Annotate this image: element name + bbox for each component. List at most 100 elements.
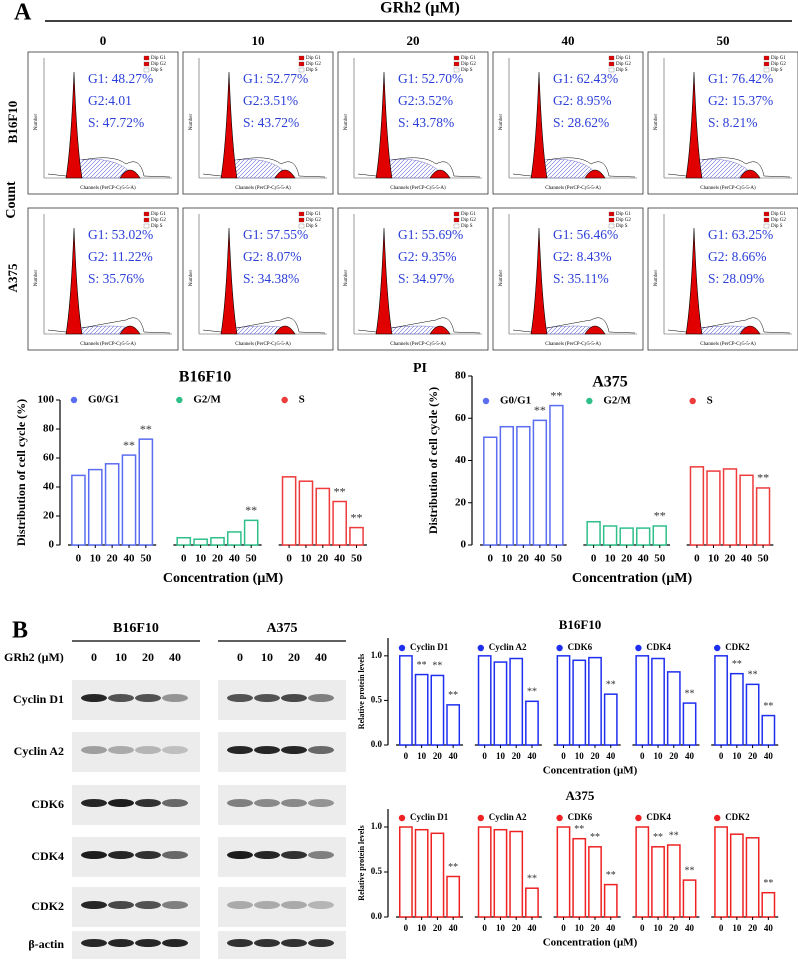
bar bbox=[71, 474, 86, 546]
x-tick-label: 40 bbox=[527, 751, 537, 761]
blot-band bbox=[135, 746, 161, 754]
legend-swatch bbox=[608, 55, 615, 61]
legend-swatch bbox=[763, 223, 770, 229]
blot-band bbox=[135, 901, 161, 909]
x-tick-label: 40 bbox=[764, 751, 774, 761]
legend-label: Cyclin A2 bbox=[489, 642, 527, 652]
histogram-legend: Dip S bbox=[151, 224, 163, 229]
phase-percent: G1: 55.69% bbox=[398, 227, 463, 242]
bar bbox=[414, 673, 429, 746]
chart-title: B16F10 bbox=[179, 369, 231, 386]
histogram-legend: Dip G1 bbox=[151, 212, 166, 217]
bar bbox=[572, 659, 587, 746]
histogram-x-label: Channels (PerCP-Cy5-5-A) bbox=[545, 186, 601, 191]
bar bbox=[315, 487, 331, 546]
blot-band bbox=[227, 799, 253, 807]
bar bbox=[525, 887, 539, 918]
treatment-header: GRh2 (μM) bbox=[380, 0, 460, 17]
x-tick-label: 20 bbox=[591, 923, 601, 933]
protein-label: CDK2 bbox=[31, 899, 64, 913]
chart-title: A375 bbox=[566, 788, 595, 803]
bar bbox=[761, 714, 776, 746]
histogram-legend: Dip G2 bbox=[461, 218, 476, 223]
histogram-y-label: Number bbox=[189, 269, 194, 286]
bar bbox=[635, 826, 650, 918]
x-tick-label: 20 bbox=[512, 923, 522, 933]
histogram-g1 bbox=[685, 71, 703, 179]
histogram-legend: Dip G2 bbox=[616, 62, 631, 67]
bar bbox=[193, 538, 208, 546]
x-tick-label: 40 bbox=[123, 553, 135, 565]
histogram-legend: Dip S bbox=[771, 224, 783, 229]
bar bbox=[509, 830, 524, 918]
x-tick-label: 10 bbox=[501, 553, 513, 565]
phase-percent: S: 28.09% bbox=[708, 271, 764, 286]
y-tick-label: 0.5 bbox=[371, 866, 383, 876]
blot-band bbox=[81, 799, 107, 807]
histogram-x-label: Channels (PerCP-Cy5-5-A) bbox=[545, 342, 601, 347]
x-tick-label: 20 bbox=[518, 553, 530, 565]
x-tick-label: 40 bbox=[685, 751, 695, 761]
legend-label: Cyclin D1 bbox=[410, 812, 449, 822]
legend-swatch bbox=[763, 61, 770, 67]
phase-percent: G2:4.01 bbox=[88, 93, 132, 108]
cell-line-label: B16F10 bbox=[113, 621, 159, 636]
x-tick-label: 20 bbox=[107, 553, 119, 565]
histogram-x-label: Channels (PerCP-Cy5-5-A) bbox=[235, 342, 291, 347]
bar bbox=[729, 833, 744, 918]
x-tick-label: 0 bbox=[404, 751, 409, 761]
legend-label: CDK6 bbox=[568, 812, 593, 822]
blot-band bbox=[81, 939, 107, 947]
histogram-g1 bbox=[375, 227, 393, 335]
histogram-legend: Dip G2 bbox=[771, 218, 786, 223]
blot-band bbox=[81, 901, 107, 909]
histogram-y-label: Number bbox=[654, 269, 659, 286]
y-tick-label: 100 bbox=[38, 394, 55, 406]
legend-marker bbox=[586, 397, 593, 405]
dose-label: 20 bbox=[288, 650, 300, 664]
bar bbox=[619, 527, 634, 546]
histogram-outline bbox=[357, 157, 481, 178]
x-tick-label: 10 bbox=[575, 923, 585, 933]
histogram-outline bbox=[667, 317, 791, 334]
dose-label: 20 bbox=[407, 33, 420, 48]
row-label: B16F10 bbox=[5, 101, 20, 144]
phase-percent: G2: 11.22% bbox=[88, 249, 153, 264]
significance: ** bbox=[574, 824, 584, 835]
blot-band bbox=[227, 694, 253, 702]
histogram-legend: Dip S bbox=[151, 68, 163, 73]
x-tick-label: 50 bbox=[246, 553, 258, 565]
legend-marker bbox=[556, 814, 563, 822]
significance: ** bbox=[534, 403, 546, 417]
legend-swatch bbox=[298, 211, 305, 217]
phase-percent: G1: 48.27% bbox=[88, 71, 153, 86]
bar bbox=[722, 468, 738, 546]
blot-band bbox=[254, 851, 280, 859]
histogram-x-label: Channels (PerCP-Cy5-5-A) bbox=[700, 186, 756, 191]
dose-label: 40 bbox=[562, 33, 575, 48]
x-tick-label: 50 bbox=[654, 553, 666, 565]
blot-background bbox=[72, 732, 200, 772]
dose-label: 20 bbox=[142, 650, 154, 664]
blot-band bbox=[308, 901, 334, 909]
histogram-outline bbox=[47, 157, 171, 178]
bar bbox=[87, 468, 103, 546]
blot-band bbox=[227, 901, 253, 909]
significance: ** bbox=[748, 670, 758, 681]
bar bbox=[525, 700, 539, 746]
y-tick-label: 80 bbox=[43, 423, 55, 435]
significance: ** bbox=[550, 388, 562, 402]
legend-label: CDK2 bbox=[725, 812, 750, 822]
x-tick-label: 10 bbox=[496, 923, 506, 933]
histogram-legend: Dip S bbox=[616, 224, 628, 229]
x-tick-label: 20 bbox=[433, 751, 443, 761]
x-tick-label: 20 bbox=[591, 751, 601, 761]
x-tick-label: 20 bbox=[512, 751, 522, 761]
histogram-g1 bbox=[685, 227, 703, 335]
x-axis-label: Concentration (μM) bbox=[572, 571, 693, 586]
phase-percent: G2:3.51% bbox=[243, 93, 298, 108]
histogram-y-label: Number bbox=[344, 113, 349, 130]
x-tick-label: 10 bbox=[90, 553, 102, 565]
x-tick-label: 40 bbox=[685, 923, 695, 933]
x-tick-label: 10 bbox=[654, 751, 664, 761]
